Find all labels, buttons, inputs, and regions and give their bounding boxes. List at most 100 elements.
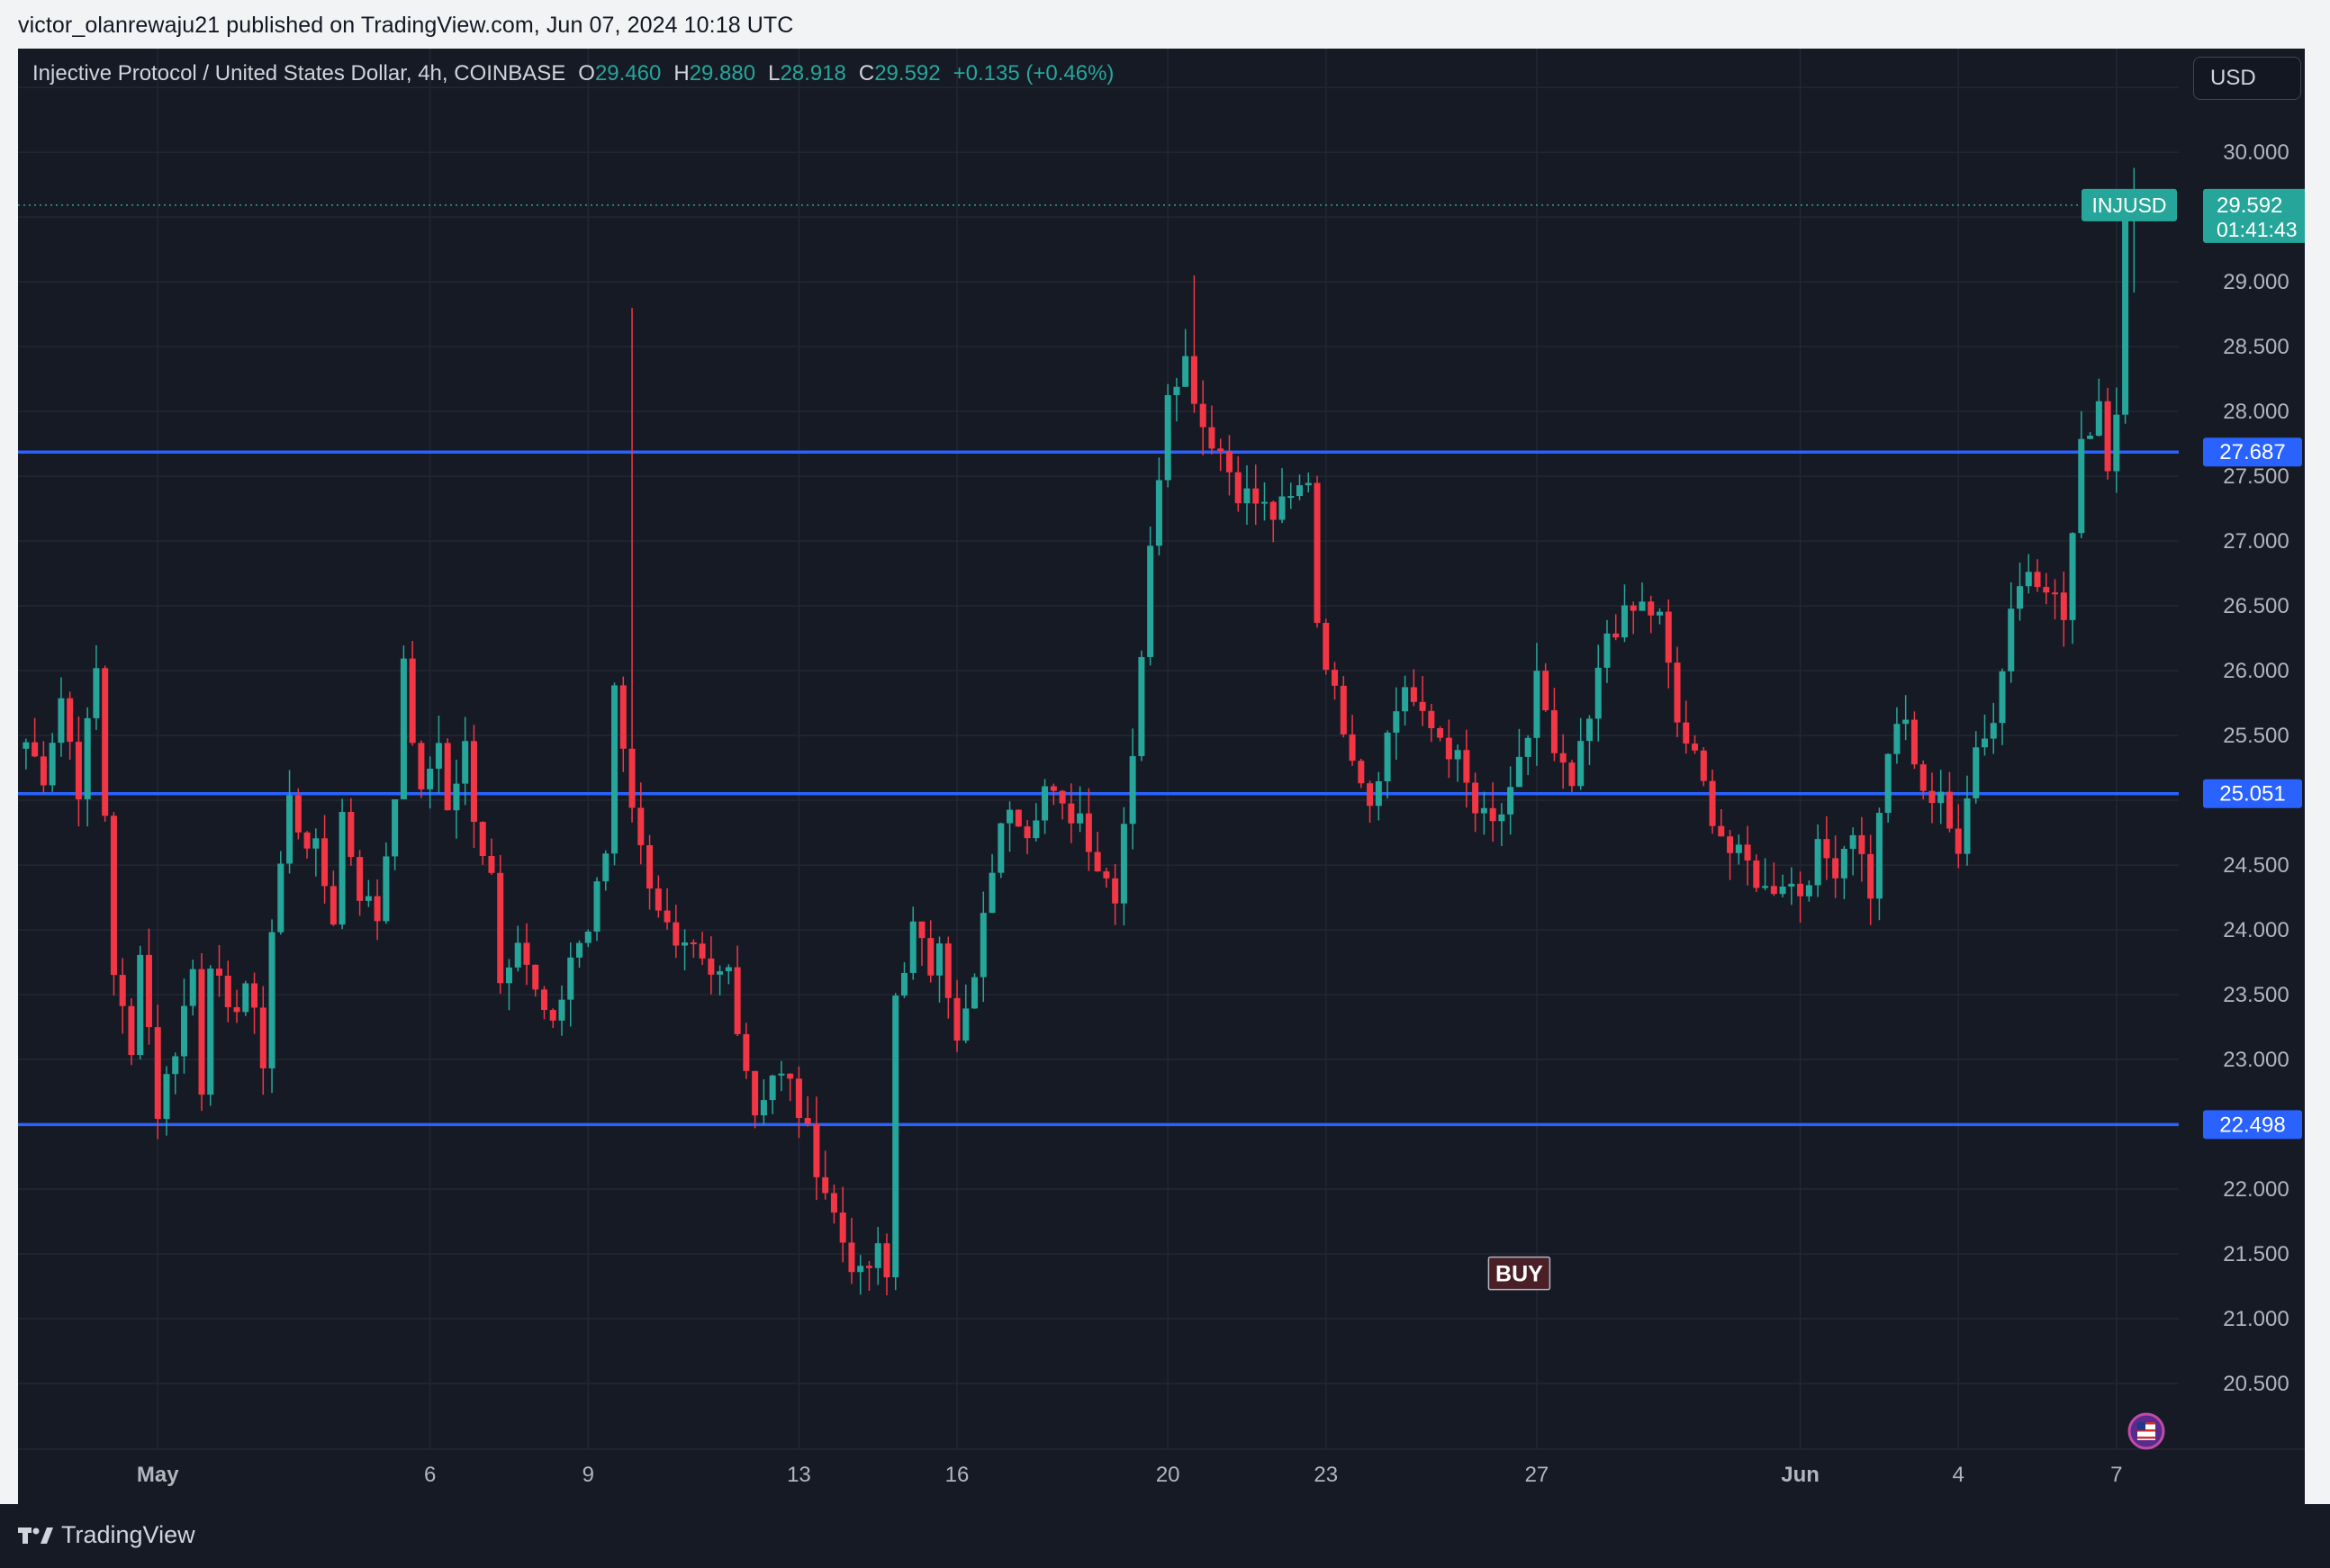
candle-body <box>294 795 302 833</box>
candle-body <box>1515 756 1522 788</box>
candle-body <box>207 969 214 1095</box>
candle-body <box>1164 394 1171 481</box>
price-tick-label: 27.500 <box>2223 464 2289 489</box>
candle-body <box>514 942 521 968</box>
candle-body <box>32 742 39 757</box>
candle-body <box>822 1176 829 1194</box>
time-tick-label: 23 <box>1314 1463 1338 1487</box>
candle-body <box>1042 786 1049 821</box>
candle-body <box>392 799 399 857</box>
last-price-badge <box>2203 188 2305 243</box>
candle-body <box>1919 764 1927 791</box>
candle-body <box>865 1266 872 1268</box>
chart-panel[interactable]: 20.50021.00021.50022.00022.50023.00023.5… <box>18 49 2305 1504</box>
candle-body <box>1428 710 1435 729</box>
tradingview-brand[interactable]: TradingView <box>18 1521 195 1549</box>
price-tick-label: 21.000 <box>2223 1307 2289 1331</box>
level-price-label: 22.498 <box>2219 1113 2285 1137</box>
candle-body <box>251 983 258 1008</box>
candle-body <box>365 896 372 901</box>
tradingview-logo-icon <box>18 1527 53 1544</box>
candle-body <box>488 856 495 873</box>
candle-body <box>1779 886 1786 895</box>
candle-body <box>1252 488 1260 504</box>
buy-marker <box>1487 1256 1551 1291</box>
candle-body <box>1533 671 1540 738</box>
candle-body <box>1323 622 1330 671</box>
candle-body <box>1762 886 1769 888</box>
candle-body <box>1692 743 1699 751</box>
candle-body <box>602 853 610 882</box>
candle-body <box>154 1027 161 1120</box>
candle-body <box>1577 741 1585 787</box>
candle-body <box>1727 836 1734 853</box>
candle-body <box>1805 885 1812 897</box>
price-tick-label: 25.500 <box>2223 724 2289 748</box>
open-value: 29.460 <box>594 61 662 86</box>
candle-body <box>1155 480 1162 546</box>
level-price-badge <box>2203 1110 2302 1140</box>
price-tick-label: 27.000 <box>2223 529 2289 554</box>
grid-lines <box>18 49 2179 1448</box>
candle-body <box>259 1007 266 1068</box>
candle-body <box>1050 786 1057 791</box>
candle-body <box>523 942 530 965</box>
candle-body <box>2025 572 2032 587</box>
candle-body <box>1314 482 1321 623</box>
candle-body <box>435 743 442 770</box>
candle-body <box>752 1070 759 1116</box>
candle-body <box>1419 701 1426 711</box>
candle-body <box>927 938 935 976</box>
candle-body <box>23 742 30 749</box>
buy-marker-label: BUY <box>1495 1262 1543 1287</box>
price-tick-label: 22.000 <box>2223 1177 2289 1202</box>
candle-body <box>1788 883 1795 887</box>
candle-body <box>1234 472 1242 504</box>
price-tick-label: 24.500 <box>2223 853 2289 878</box>
candle-body <box>172 1056 179 1075</box>
candle-body <box>593 881 601 933</box>
price-chart[interactable]: 20.50021.00021.50022.00022.50023.00023.5… <box>18 49 2305 1504</box>
candle-body <box>163 1074 170 1120</box>
flag-canton <box>2137 1422 2145 1430</box>
time-tick-label: 4 <box>1953 1463 1964 1487</box>
candle-body <box>1147 545 1154 657</box>
candle-body <box>813 1123 820 1177</box>
candle-body <box>1059 790 1066 804</box>
candle-body <box>1410 687 1417 702</box>
candle-body <box>1498 814 1505 822</box>
candle-body <box>699 943 706 959</box>
candle-body <box>998 823 1005 873</box>
candle-body <box>1612 633 1620 638</box>
candle-body <box>830 1193 837 1213</box>
candle-body <box>787 1073 794 1079</box>
symbol-legend: Injective Protocol / United States Dolla… <box>32 61 1114 86</box>
candle-body <box>900 972 908 996</box>
candle-body <box>1217 448 1224 452</box>
time-tick-label: 20 <box>1156 1463 1180 1487</box>
candle-body <box>717 971 724 975</box>
candle-body <box>769 1075 776 1101</box>
change-value: +0.135 (+0.46%) <box>953 61 1115 86</box>
candle-body <box>462 741 469 784</box>
candle-body <box>874 1243 881 1268</box>
candle-body <box>1129 756 1136 825</box>
price-tick-label: 30.000 <box>2223 140 2289 165</box>
price-tick-label: 28.500 <box>2223 335 2289 359</box>
candle-body <box>339 812 346 925</box>
candle-body <box>277 863 284 933</box>
candle-body <box>673 922 680 946</box>
flag-stripe <box>2137 1437 2155 1439</box>
candle-body <box>453 783 460 811</box>
candle-body <box>1103 871 1110 879</box>
candle-body <box>2104 401 2111 472</box>
candle-body <box>1823 839 1830 859</box>
currency-button[interactable]: USD <box>2193 57 2301 100</box>
candle-body <box>804 1118 811 1124</box>
price-tick-label: 23.000 <box>2223 1048 2289 1072</box>
candles <box>23 167 2137 1296</box>
candle-body <box>189 969 196 1006</box>
candle-body <box>1639 601 1646 611</box>
candle-body <box>1955 828 1962 854</box>
candle-body <box>1094 852 1101 872</box>
